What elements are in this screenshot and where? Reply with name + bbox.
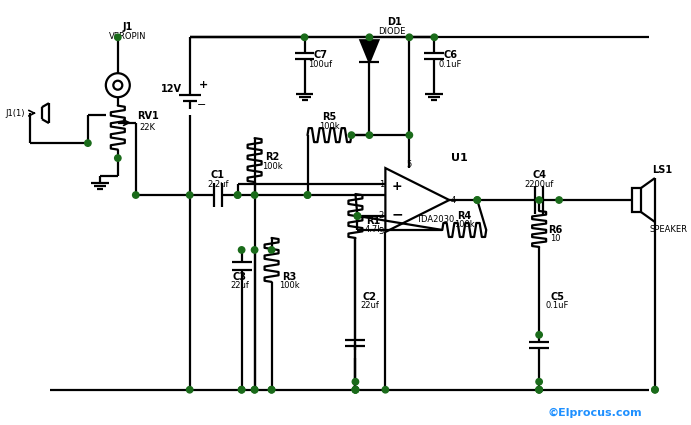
Text: R6: R6 [548,225,562,235]
Circle shape [115,155,121,161]
Circle shape [268,386,275,393]
Text: 100k: 100k [263,162,283,170]
Text: −: − [392,207,403,221]
Text: C7: C7 [314,50,328,60]
Circle shape [474,197,480,203]
Text: 0.1uF: 0.1uF [439,60,462,69]
Circle shape [252,247,258,253]
Text: 100uf: 100uf [308,60,332,69]
Circle shape [252,192,258,198]
Text: TDA2030: TDA2030 [416,215,455,224]
Circle shape [252,386,258,393]
Text: C6: C6 [444,50,457,60]
Text: ©Elprocus.com: ©Elprocus.com [548,408,643,418]
Text: DIODE: DIODE [378,27,405,36]
Circle shape [234,192,241,198]
Text: −: − [197,100,207,110]
Circle shape [304,192,311,198]
Text: 12V: 12V [161,84,182,94]
Text: 5: 5 [407,159,412,169]
Text: R5: R5 [322,112,337,122]
Text: C1: C1 [211,170,225,180]
Circle shape [536,386,542,393]
Text: 22uf: 22uf [230,281,249,290]
Text: 1: 1 [379,179,384,189]
Text: 22uf: 22uf [360,301,379,310]
Circle shape [187,386,193,393]
Circle shape [301,34,307,40]
Circle shape [366,132,372,138]
Circle shape [187,192,193,198]
Text: 0.1uF: 0.1uF [545,301,569,310]
Text: 22K: 22K [140,123,155,132]
Circle shape [352,386,359,393]
Text: 3: 3 [379,227,384,236]
Polygon shape [361,40,379,62]
Text: 2.2uf: 2.2uf [207,179,229,189]
Circle shape [474,197,480,203]
Text: 100k: 100k [319,122,340,130]
Circle shape [268,247,275,253]
Circle shape [304,192,311,198]
Circle shape [652,386,658,393]
Circle shape [115,34,121,40]
Text: U1: U1 [451,153,468,163]
Circle shape [234,192,241,198]
Text: D1: D1 [387,17,401,27]
Text: C5: C5 [550,292,564,302]
Text: C3: C3 [233,272,247,282]
Circle shape [354,213,361,219]
Text: J1(1): J1(1) [6,109,25,118]
Text: LS1: LS1 [652,165,672,175]
Circle shape [536,197,542,203]
Circle shape [238,247,245,253]
Text: 10: 10 [550,235,560,244]
Circle shape [382,386,388,393]
Circle shape [133,192,139,198]
Text: +: + [199,80,208,90]
Text: C4: C4 [532,170,546,180]
Text: R3: R3 [283,272,296,282]
Text: 2: 2 [379,212,384,221]
Text: VEROPIN: VEROPIN [109,32,146,41]
Text: R2: R2 [265,152,280,162]
Text: +: + [392,179,403,193]
Text: R4: R4 [457,211,471,221]
Text: J1: J1 [123,22,133,32]
Circle shape [366,34,372,40]
Circle shape [354,213,361,219]
Circle shape [536,332,542,338]
Text: 4: 4 [451,196,456,204]
Text: RV1: RV1 [137,110,159,121]
Circle shape [352,386,359,393]
Circle shape [536,386,542,393]
Text: 4.7k: 4.7k [364,226,382,235]
Circle shape [556,197,562,203]
Circle shape [85,140,91,146]
Circle shape [431,34,437,40]
Circle shape [238,386,245,393]
Circle shape [348,132,354,138]
Circle shape [536,386,542,393]
Circle shape [268,386,275,393]
Circle shape [238,386,245,393]
Text: 100k: 100k [454,221,475,230]
Circle shape [352,386,359,393]
Text: R1: R1 [366,216,381,226]
Bar [632,188,641,212]
Circle shape [352,386,359,393]
Circle shape [536,379,542,385]
Circle shape [652,386,658,393]
Text: C2: C2 [362,292,377,302]
Circle shape [406,132,413,138]
Circle shape [352,379,359,385]
Circle shape [406,34,413,40]
Text: 2200uf: 2200uf [524,179,553,189]
Text: 100k: 100k [279,281,300,290]
Circle shape [252,386,258,393]
Text: SPEAKER: SPEAKER [650,226,688,235]
